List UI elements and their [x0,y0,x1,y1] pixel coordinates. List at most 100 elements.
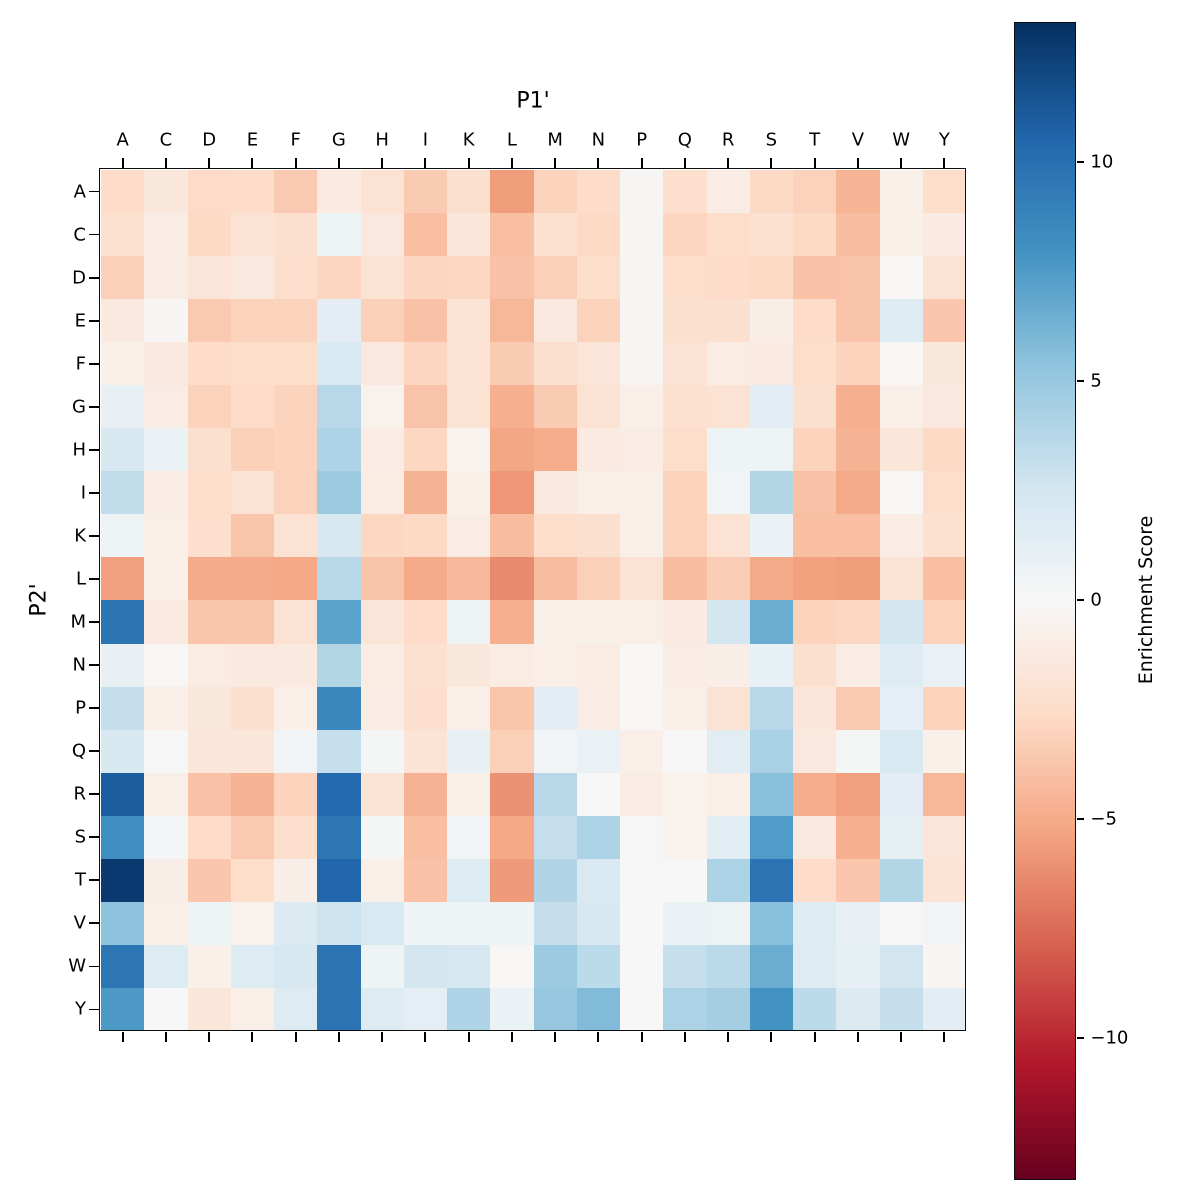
heatmap-cell-LC [144,557,188,601]
heatmap-cell-SM [533,815,577,859]
y-tick-label-N: N [72,654,86,676]
heatmap-cell-RT [793,772,837,816]
heatmap-cell-PA [101,686,145,730]
heatmap-cell-HG [317,428,361,472]
heatmap-cell-LL [490,557,534,601]
y-tick-mark-D [89,276,99,279]
heatmap-cell-AD [187,170,231,214]
heatmap-cell-LR [706,557,750,601]
heatmap-cell-LP [620,557,664,601]
x-tick-label-E: E [246,129,259,151]
heatmap-cell-WT [793,944,837,988]
heatmap-cell-AY [922,170,966,214]
heatmap-cell-VG [317,901,361,945]
y-tick-mark-A [89,190,99,193]
heatmap-cell-KQ [663,514,707,558]
heatmap-cell-EV [836,299,880,343]
heatmap-cell-HT [793,428,837,472]
heatmap-cell-CY [922,213,966,257]
y-tick-label-S: S [74,826,86,848]
heatmap-cell-TR [706,858,750,902]
heatmap-cell-EN [576,299,620,343]
heatmap-cell-SG [317,815,361,859]
heatmap-cell-RH [360,772,404,816]
heatmap-cell-PW [879,686,923,730]
x-tick-mark-top-I [424,158,427,168]
heatmap-cell-RP [620,772,664,816]
heatmap-cell-GG [317,385,361,429]
heatmap-cell-TY [922,858,966,902]
heatmap-cell-IS [749,471,793,515]
x-tick-label-K: K [462,129,475,151]
heatmap-cell-QN [576,729,620,773]
heatmap-cell-LQ [663,557,707,601]
heatmap-cell-GH [360,385,404,429]
heatmap-cell-KP [620,514,664,558]
heatmap-cell-NF [274,643,318,687]
heatmap-cell-TK [447,858,491,902]
heatmap-cell-WC [144,944,188,988]
heatmap-cell-PS [749,686,793,730]
y-tick-mark-R [89,793,99,796]
heatmap-cell-HC [144,428,188,472]
heatmap-cell-NY [922,643,966,687]
heatmap-cell-MT [793,600,837,644]
heatmap-cell-WH [360,944,404,988]
heatmap-cell-YV [836,987,880,1031]
x-tick-label-Q: Q [677,129,692,151]
heatmap-cell-TN [576,858,620,902]
heatmap-cell-EK [447,299,491,343]
heatmap-cell-FS [749,342,793,386]
heatmap-cell-PE [230,686,274,730]
heatmap-cell-PD [187,686,231,730]
heatmap-cell-NP [620,643,664,687]
heatmap-cell-QT [793,729,837,773]
heatmap-cell-ET [793,299,837,343]
heatmap-cell-CA [101,213,145,257]
x-tick-label-F: F [290,129,301,151]
heatmap-cell-GW [879,385,923,429]
heatmap-cell-CN [576,213,620,257]
heatmap-cell-AP [620,170,664,214]
heatmap-cell-HY [922,428,966,472]
y-tick-label-M: M [70,611,86,633]
heatmap-cell-FT [793,342,837,386]
heatmap-cell-HV [836,428,880,472]
y-tick-mark-I [89,491,99,494]
heatmap-cell-DF [274,256,318,300]
x-tick-mark-top-N [597,158,600,168]
heatmap-cell-DE [230,256,274,300]
heatmap-cell-HS [749,428,793,472]
y-tick-label-Q: Q [71,740,86,762]
heatmap-cell-MI [403,600,447,644]
heatmap-cell-KV [836,514,880,558]
heatmap-cell-SR [706,815,750,859]
x-tick-mark-bottom-S [770,1032,773,1042]
heatmap-cell-FI [403,342,447,386]
heatmap-cell-HE [230,428,274,472]
y-tick-mark-E [89,319,99,322]
colorbar-tick-label-5: 5 [1090,370,1102,392]
x-tick-mark-bottom-D [208,1032,211,1042]
y-tick-label-G: G [72,396,86,418]
heatmap-cell-WN [576,944,620,988]
y-tick-mark-M [89,621,99,623]
x-tick-mark-bottom-H [381,1032,384,1042]
heatmap-cell-RM [533,772,577,816]
y-tick-mark-L [89,578,99,580]
heatmap-cell-KM [533,514,577,558]
heatmap-cell-VT [793,901,837,945]
heatmap-cell-HI [403,428,447,472]
heatmap-cell-PR [706,686,750,730]
y-tick-mark-H [89,448,99,451]
heatmap-cell-SK [447,815,491,859]
heatmap-cell-LY [922,557,966,601]
heatmap-cell-CL [490,213,534,257]
heatmap-cell-MY [922,600,966,644]
heatmap-cell-KW [879,514,923,558]
heatmap-cell-TA [101,858,145,902]
heatmap-cell-FP [620,342,664,386]
heatmap-cell-KK [447,514,491,558]
heatmap-cell-FL [490,342,534,386]
heatmap-cell-PV [836,686,880,730]
